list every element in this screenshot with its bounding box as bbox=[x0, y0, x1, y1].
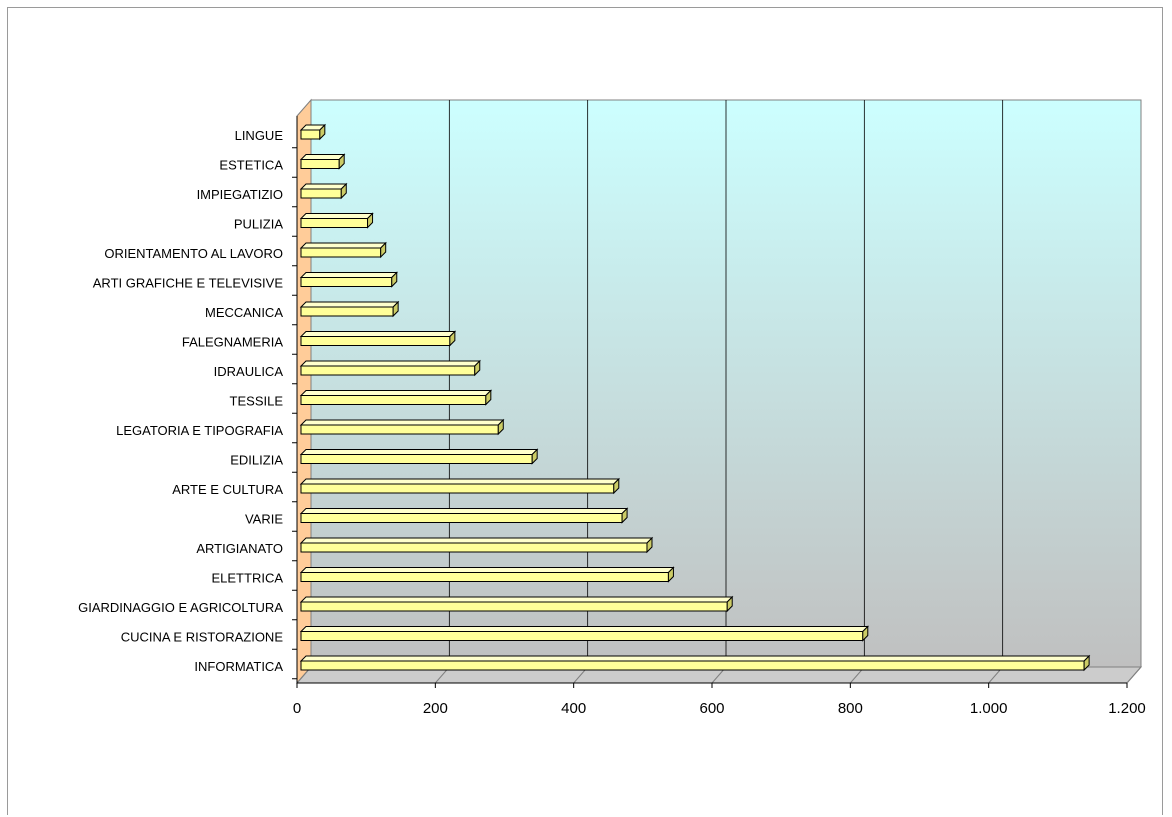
bar bbox=[300, 159, 340, 169]
x-tick-label: 200 bbox=[423, 700, 448, 717]
bar-top bbox=[299, 449, 539, 455]
bar bbox=[300, 454, 533, 464]
bar-side bbox=[474, 359, 481, 377]
bar-top bbox=[299, 360, 481, 367]
bar bbox=[300, 277, 393, 287]
bar-top bbox=[299, 537, 654, 544]
bar bbox=[300, 513, 623, 523]
bar-side bbox=[338, 153, 345, 170]
bar-top bbox=[299, 213, 374, 219]
bar-side bbox=[862, 625, 869, 642]
bar-side bbox=[319, 123, 326, 141]
bar-side bbox=[380, 241, 387, 259]
bar-side bbox=[497, 418, 504, 436]
bar-top bbox=[299, 655, 1091, 662]
category-label: TESSILE bbox=[230, 394, 284, 409]
bar-top bbox=[299, 301, 400, 308]
category-label: ARTE E CULTURA bbox=[172, 482, 283, 497]
bar-side bbox=[646, 536, 653, 554]
x-tick-labels: 0 200 400 600 800 1.000 1.200 bbox=[293, 700, 1146, 717]
bar bbox=[300, 247, 382, 258]
category-label: ELETTRICA bbox=[211, 571, 283, 586]
x-tick-label: 1.000 bbox=[970, 700, 1008, 717]
category-label: PULIZIA bbox=[234, 217, 283, 232]
category-label: ESTETICA bbox=[219, 158, 283, 173]
bars bbox=[299, 123, 1091, 672]
category-label: ARTI GRAFICHE E TELEVISIVE bbox=[93, 276, 284, 291]
category-labels: INFORMATICA CUCINA E RISTORAZIONE GIARDINA… bbox=[78, 116, 298, 683]
floor-gridline bbox=[1126, 666, 1142, 684]
x-tick-label: 600 bbox=[699, 700, 724, 717]
bar-side bbox=[340, 182, 347, 200]
bar bbox=[300, 336, 451, 346]
x-tick-label: 0 bbox=[293, 700, 301, 717]
bar-side bbox=[367, 212, 374, 229]
bar bbox=[300, 660, 1085, 671]
bar bbox=[300, 542, 648, 553]
bar-side bbox=[667, 566, 674, 583]
category-label: INFORMATICA bbox=[194, 659, 283, 674]
bar bbox=[300, 572, 669, 582]
bar-side bbox=[621, 507, 628, 524]
bar-top bbox=[299, 272, 398, 278]
bar-top bbox=[299, 567, 675, 573]
bar-top bbox=[299, 419, 505, 426]
bar bbox=[300, 601, 728, 612]
bar-side bbox=[613, 477, 620, 495]
category-label: GIARDINAGGIO E AGRICOLTURA bbox=[78, 600, 283, 615]
bar-top bbox=[299, 508, 629, 514]
bar-top bbox=[299, 390, 493, 396]
bar-side bbox=[391, 271, 398, 288]
bar-top bbox=[299, 478, 620, 485]
bar-side bbox=[531, 448, 538, 465]
x-tick-label: 400 bbox=[561, 700, 586, 717]
bar bbox=[300, 395, 487, 405]
bar-top bbox=[299, 596, 734, 603]
bar-top bbox=[299, 242, 387, 249]
bar-side bbox=[485, 389, 492, 406]
bar bbox=[300, 483, 615, 494]
bar-top bbox=[299, 331, 457, 337]
bar-top bbox=[299, 183, 348, 190]
x-tick-label: 1.200 bbox=[1108, 700, 1146, 717]
bar-side bbox=[449, 330, 456, 347]
x-tick-label: 800 bbox=[838, 700, 863, 717]
category-label: FALEGNAMERIA bbox=[182, 335, 283, 350]
category-label: MECCANICA bbox=[205, 305, 283, 320]
bar bbox=[300, 424, 499, 435]
bar bbox=[300, 218, 369, 228]
bar bbox=[300, 306, 394, 317]
bar bbox=[300, 129, 321, 140]
category-label: IMPIEGATIZIO bbox=[197, 187, 283, 202]
category-label: IDRAULICA bbox=[214, 364, 284, 379]
category-label: LEGATORIA E TIPOGRAFIA bbox=[116, 423, 283, 438]
category-label: EDILIZIA bbox=[230, 453, 283, 468]
bar bbox=[300, 188, 342, 199]
category-label: ORIENTAMENTO AL LAVORO bbox=[104, 246, 283, 261]
bar-side bbox=[726, 595, 733, 613]
bar-side bbox=[1083, 654, 1090, 672]
bar-top bbox=[299, 626, 869, 632]
bar-side bbox=[392, 300, 399, 318]
category-label: LINGUE bbox=[235, 128, 284, 143]
bar bbox=[300, 365, 476, 376]
category-label: CUCINA E RISTORAZIONE bbox=[121, 630, 284, 645]
bar-top bbox=[299, 154, 346, 160]
category-label: VARIE bbox=[245, 512, 283, 527]
category-label: ARTIGIANATO bbox=[196, 541, 283, 556]
bar bbox=[300, 631, 864, 641]
